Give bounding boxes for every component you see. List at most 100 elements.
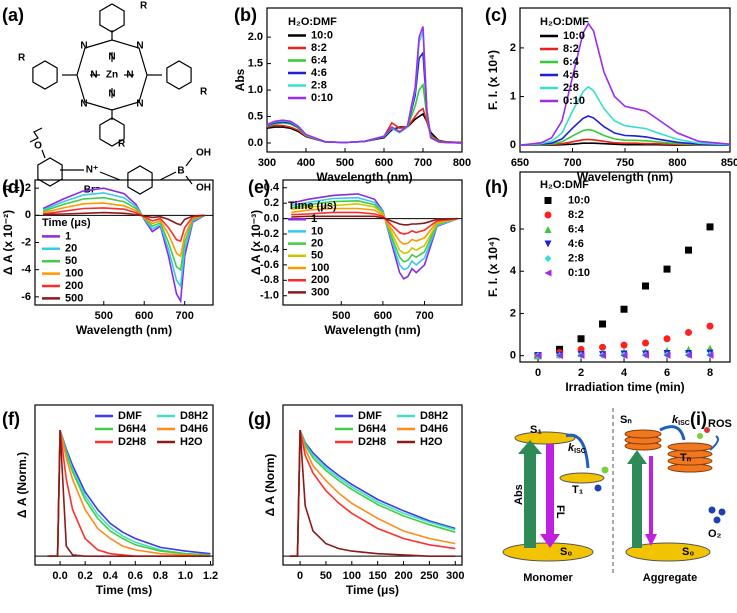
level-t1: [559, 472, 605, 484]
legend-label: 200: [65, 280, 83, 292]
panel-label: (a): [2, 5, 24, 25]
legend-label: DMF: [358, 410, 382, 422]
x-tick-label: 800: [453, 157, 471, 169]
y-tick-label: 0: [25, 209, 31, 221]
y-tick-label: 4: [510, 265, 517, 277]
series-line: [291, 193, 459, 280]
series-line: [47, 430, 211, 557]
x-tick-label: 300: [258, 157, 276, 169]
x-tick-label: 700: [176, 310, 194, 322]
atom-label: N: [126, 70, 133, 81]
level-sn-stack: [624, 429, 713, 473]
x-axis-label: Wavelength (nm): [324, 323, 420, 337]
x-tick-label: 700: [414, 157, 432, 169]
y-axis-label: Δ A (x 10⁻³): [249, 210, 263, 275]
y-tick-label: 1.5: [248, 57, 263, 69]
x-tick-label: 500: [332, 310, 350, 322]
atom-label: R: [18, 53, 26, 64]
x-tick-label: 700: [563, 157, 581, 169]
y-axis-label: F. I. (x 10⁴): [486, 237, 500, 297]
legend-title: Time (μs): [288, 200, 337, 212]
legend-label: D6H4: [358, 423, 387, 435]
legend-label: D4H6: [420, 423, 448, 435]
atom-label: N: [80, 41, 87, 52]
legend-label: 100: [311, 262, 329, 274]
point: [534, 352, 542, 360]
atom-label: OH: [196, 148, 211, 159]
plot-frame: [266, 7, 463, 153]
series-line: [291, 211, 458, 235]
atom-label: N: [80, 99, 87, 110]
x-tick-label: 0.2: [77, 570, 92, 582]
legend-label: 300: [311, 286, 329, 298]
series-line: [47, 430, 211, 557]
point: [685, 246, 693, 254]
benzene-ring: [32, 60, 58, 90]
x-tick-label: 750: [616, 157, 634, 169]
legend-label: D2H8: [118, 436, 146, 448]
legend-label: 0:10: [563, 95, 585, 107]
disc: [667, 442, 713, 452]
rate-sub: ISC: [678, 420, 690, 427]
x-axis-label: Wavelength (nm): [76, 323, 172, 337]
y-tick-label: 0: [510, 350, 516, 362]
y-tick-label: -6: [21, 291, 31, 303]
series-line: [42, 196, 206, 272]
x-tick-label: 650: [511, 157, 529, 169]
disc: [624, 429, 662, 439]
legend-label: 50: [311, 250, 323, 262]
aggregate-label: Aggregate: [643, 572, 697, 584]
x-tick-label: 200: [394, 570, 412, 582]
y-tick-label: 0.0: [264, 212, 279, 224]
atom-label: N: [136, 99, 143, 110]
y-tick-label: -4: [21, 264, 32, 276]
y-tick-label: 0.4: [264, 182, 280, 194]
y-axis-label: Δ A (Norm.): [15, 452, 29, 518]
legend-label: 8:2: [563, 43, 579, 55]
series-line: [289, 430, 456, 557]
legend-label: H2O: [180, 436, 203, 448]
x-tick-label: 700: [415, 310, 433, 322]
y-tick-label: 0.0: [248, 137, 263, 149]
state-label: Sₙ: [620, 414, 632, 426]
x-tick-label: 0.6: [128, 570, 143, 582]
bond: [29, 127, 43, 143]
x-axis-label: Time (ms): [96, 583, 152, 597]
benzene-ring: [37, 157, 63, 187]
series-line: [291, 203, 458, 255]
x-tick-label: 1.2: [203, 570, 218, 582]
panel-label: (d): [2, 177, 25, 197]
x-tick-label: 0.8: [153, 570, 168, 582]
y-tick-label: 2: [25, 182, 31, 194]
atom-label: O: [34, 141, 42, 152]
y-tick-label: -0.2: [260, 228, 279, 240]
level-s0: [502, 542, 594, 562]
point: [556, 352, 564, 360]
state-label: S₁: [530, 424, 542, 436]
abs-arrow-head: [627, 450, 647, 464]
x-axis-label: Irradiation time (min): [565, 380, 684, 394]
atom-label: N: [136, 41, 143, 52]
y-tick-label: 0.2: [264, 197, 279, 209]
fl-arrow: [649, 456, 653, 536]
series-line: [520, 142, 730, 146]
legend-label: 4:6: [311, 67, 327, 79]
x-tick-label: 100: [343, 570, 361, 582]
x-tick-label: 600: [375, 157, 393, 169]
benzene-ring: [127, 165, 153, 195]
state-label: Tₙ: [680, 452, 692, 464]
fl-label: FL: [554, 505, 566, 519]
state-label: S₀: [682, 546, 694, 558]
rate-label: kISC: [568, 442, 586, 455]
x-axis-label: Wavelength (nm): [577, 170, 673, 184]
state-label: T₁: [572, 484, 584, 496]
panel-label: (f): [2, 409, 20, 429]
point: [577, 351, 585, 359]
y-tick-label: 0: [510, 139, 516, 151]
series-line: [289, 429, 456, 557]
level-s1: [514, 431, 576, 445]
plot-frame: [282, 179, 463, 306]
legend-label: 1: [65, 230, 71, 242]
structure: [29, 3, 193, 195]
molecule: [704, 427, 710, 433]
